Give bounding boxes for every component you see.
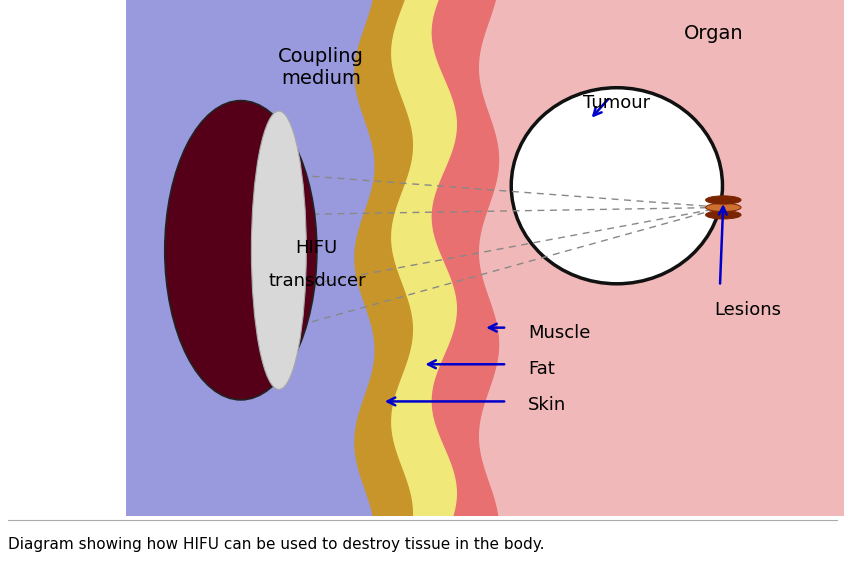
Ellipse shape [705,196,740,204]
Text: Tumour: Tumour [582,94,650,112]
Ellipse shape [251,111,306,390]
Polygon shape [354,0,412,516]
Ellipse shape [705,211,740,219]
Text: transducer: transducer [268,272,365,290]
Polygon shape [425,0,498,516]
Polygon shape [127,0,467,516]
Text: Lesions: Lesions [713,301,780,319]
Polygon shape [373,0,456,516]
Text: HIFU: HIFU [295,239,338,257]
Text: Fat: Fat [528,360,555,378]
Text: Diagram showing how HIFU can be used to destroy tissue in the body.: Diagram showing how HIFU can be used to … [8,536,544,552]
Text: Skin: Skin [528,396,565,414]
Text: Organ: Organ [684,24,743,43]
Ellipse shape [511,88,722,284]
Ellipse shape [705,204,740,211]
Bar [464,0,844,516]
Ellipse shape [165,100,316,400]
Text: Muscle: Muscle [528,324,590,342]
Text: Coupling
medium: Coupling medium [278,46,364,87]
